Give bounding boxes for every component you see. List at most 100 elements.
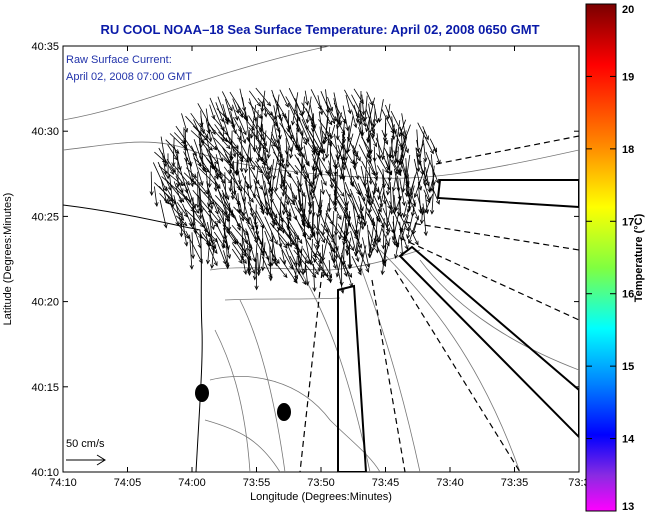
current-vector [313, 263, 315, 292]
current-vector [349, 140, 358, 157]
current-vector [213, 231, 226, 248]
current-vector [296, 176, 305, 197]
current-vector-head [215, 184, 220, 189]
current-vector [368, 166, 372, 185]
current-vector [214, 118, 229, 135]
current-vector-head [238, 186, 243, 192]
current-vector [359, 204, 364, 230]
current-vector [318, 255, 322, 272]
scale-label: 50 cm/s [66, 438, 105, 450]
current-vector-head [343, 272, 348, 277]
current-vector [431, 181, 435, 214]
current-vector [222, 126, 225, 142]
current-vector-head [414, 240, 419, 246]
colorbar-tick-label: 16 [622, 289, 634, 301]
current-vector [334, 133, 339, 159]
current-vector [358, 189, 374, 223]
current-vector-head [407, 205, 412, 211]
current-vector [300, 157, 303, 188]
current-vector-head [331, 119, 336, 125]
current-vector [189, 234, 193, 269]
current-vector [393, 150, 401, 174]
current-vector [397, 146, 399, 163]
current-vector [167, 195, 179, 226]
current-vector [423, 160, 431, 183]
current-vector [261, 165, 273, 192]
current-vector [185, 186, 192, 203]
current-vector [351, 181, 361, 195]
current-vector-head [314, 270, 319, 276]
current-vector [257, 125, 276, 147]
current-vector-head [349, 181, 354, 186]
current-vector-head [293, 277, 298, 283]
current-vector [317, 199, 323, 236]
current-vector [263, 99, 267, 117]
current-vector [214, 221, 227, 244]
current-vector [352, 159, 359, 180]
current-vector [342, 134, 346, 166]
current-vector-head [367, 159, 372, 164]
current-vector [257, 252, 260, 276]
current-vector-head [263, 158, 268, 164]
current-vector-head [309, 260, 314, 266]
current-vector [177, 222, 189, 239]
x-tick-label: 74:05 [114, 477, 142, 489]
current-vector-head [244, 239, 249, 245]
current-vector [333, 193, 351, 219]
current-vector [387, 176, 391, 195]
current-vector [373, 157, 378, 176]
current-vector [303, 145, 309, 165]
current-vector [295, 216, 306, 238]
current-vector-head [369, 199, 374, 205]
current-vector-head [267, 188, 272, 194]
current-vector [242, 97, 247, 120]
current-vector-head [171, 162, 176, 168]
current-vector [208, 195, 230, 218]
current-vector [214, 161, 219, 178]
current-vector [167, 144, 178, 161]
current-vector-head [340, 192, 345, 198]
current-vector [373, 176, 378, 195]
current-vector-head [350, 182, 354, 188]
current-vector-head [181, 139, 186, 145]
current-vector-head [252, 275, 257, 281]
current-vector-head [380, 270, 385, 276]
current-vector-head [225, 262, 230, 268]
current-vector-head [204, 133, 209, 139]
current-vector-head [248, 157, 253, 163]
current-vector-head [319, 110, 324, 116]
current-vector [369, 201, 381, 223]
current-vector [285, 216, 303, 244]
current-vector [273, 105, 281, 139]
current-vector-head [211, 114, 216, 120]
current-vector-head [285, 163, 291, 169]
current-vector-head [285, 200, 290, 206]
current-vector [184, 208, 204, 228]
current-vector-head [320, 190, 326, 195]
current-vector-head [356, 214, 361, 220]
current-vector [289, 183, 295, 203]
current-vector [378, 183, 384, 200]
x-tick-label: 73:40 [436, 477, 464, 489]
current-vector-head [213, 187, 218, 193]
current-vector [216, 108, 230, 122]
current-vector-head [296, 144, 301, 150]
current-vector-head [305, 118, 310, 124]
current-vector [348, 116, 354, 141]
current-vector [340, 154, 344, 179]
current-vector-head [358, 243, 362, 249]
current-vector-head [170, 202, 175, 208]
current-vector-head [220, 117, 224, 123]
current-vector [346, 211, 351, 236]
current-vector [278, 139, 284, 168]
current-vector [189, 165, 194, 182]
current-vector-head [201, 129, 206, 135]
current-vector [174, 132, 186, 144]
current-vector-head [218, 175, 223, 181]
current-vector-head [221, 137, 226, 143]
current-vector [296, 244, 304, 275]
current-vector-head [342, 161, 347, 166]
current-vector [169, 202, 185, 221]
current-vector-head [347, 136, 352, 142]
